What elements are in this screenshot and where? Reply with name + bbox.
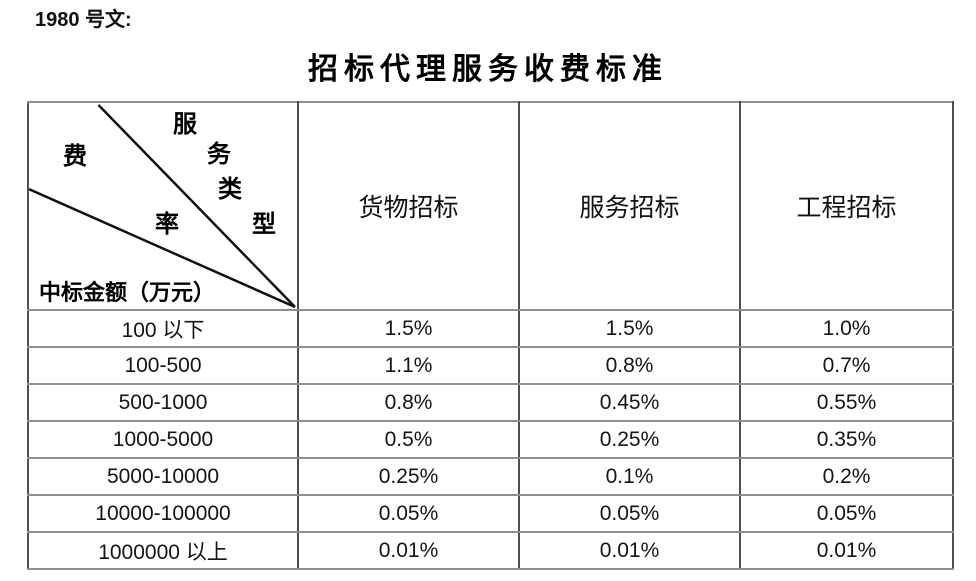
table-cell: 0.7% <box>739 346 954 385</box>
table-row: 500-1000 0.8% 0.45% 0.55% <box>27 383 954 422</box>
table-row: 1000-5000 0.5% 0.25% 0.35% <box>27 420 954 459</box>
table-cell: 0.01% <box>297 531 520 570</box>
table-cell: 0.01% <box>739 531 954 570</box>
row-label: 100-500 <box>27 346 299 385</box>
type-axis-char: 务 <box>207 142 231 168</box>
type-axis-char: 服 <box>173 112 197 138</box>
row-label: 1000000 以上 <box>27 531 299 570</box>
table-cell: 0.25% <box>518 420 741 459</box>
table-cell: 0.1% <box>518 457 741 496</box>
column-header-services: 服务招标 <box>518 101 741 311</box>
table-cell: 1.0% <box>739 309 954 348</box>
row-label: 10000-100000 <box>27 494 299 533</box>
table-cell: 0.05% <box>297 494 520 533</box>
table-cell: 0.8% <box>297 383 520 422</box>
doc-reference: 1980 号文: <box>35 9 132 31</box>
table-cell: 1.1% <box>297 346 520 385</box>
table-cell: 0.55% <box>739 383 954 422</box>
column-header-engineering: 工程招标 <box>739 101 954 311</box>
row-label: 1000-5000 <box>27 420 299 459</box>
fee-axis-char: 费 <box>63 144 87 170</box>
diagonal-split-lines <box>30 104 296 308</box>
page-title: 招标代理服务收费标准 <box>308 53 668 86</box>
table-cell: 1.5% <box>518 309 741 348</box>
table-cell: 0.8% <box>518 346 741 385</box>
header-row: 服 务 类 型 费 率 中标金额（万元） 货物招标 服务招标 工程招标 <box>27 101 954 311</box>
table-cell: 0.5% <box>297 420 520 459</box>
row-label: 100 以下 <box>27 309 299 348</box>
diagonal-corner-cell: 服 务 类 型 费 率 中标金额（万元） <box>27 101 299 311</box>
table-cell: 0.25% <box>297 457 520 496</box>
row-label: 500-1000 <box>27 383 299 422</box>
table-row: 100 以下 1.5% 1.5% 1.0% <box>27 309 954 348</box>
table-cell: 0.05% <box>739 494 954 533</box>
fee-axis-char: 率 <box>155 212 179 238</box>
table-row: 1000000 以上 0.01% 0.01% 0.01% <box>27 531 954 570</box>
table-row: 5000-10000 0.25% 0.1% 0.2% <box>27 457 954 496</box>
table-cell: 0.45% <box>518 383 741 422</box>
type-axis-char: 型 <box>252 212 276 238</box>
table-cell: 1.5% <box>297 309 520 348</box>
table-cell: 0.35% <box>739 420 954 459</box>
fee-standard-table: 服 务 类 型 费 率 中标金额（万元） 货物招标 服务招标 工程招标 100 … <box>27 101 954 570</box>
table-cell: 0.05% <box>518 494 741 533</box>
table-cell: 0.01% <box>518 531 741 570</box>
row-label: 5000-10000 <box>27 457 299 496</box>
table-row: 100-500 1.1% 0.8% 0.7% <box>27 346 954 385</box>
column-header-goods: 货物招标 <box>297 101 520 311</box>
type-axis-char: 类 <box>218 177 242 203</box>
table-cell: 0.2% <box>739 457 954 496</box>
table-row: 10000-100000 0.05% 0.05% 0.05% <box>27 494 954 533</box>
row-axis-label: 中标金额（万元） <box>39 280 216 305</box>
